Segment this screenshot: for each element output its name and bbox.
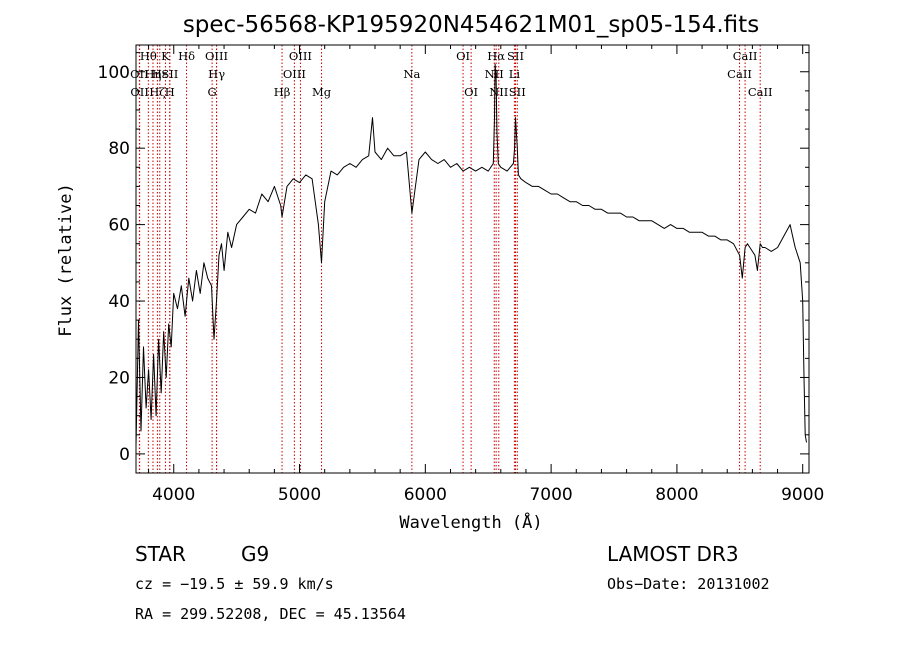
spectral-line-label: K — [161, 49, 170, 63]
y-tick-label: 80 — [108, 139, 130, 159]
y-tick-label: 40 — [108, 292, 130, 312]
y-tick-label: 0 — [119, 445, 130, 465]
spectral-line-label: OII — [130, 67, 149, 81]
spectral-line-label: Hε — [152, 67, 168, 81]
spectral-line-label: CaII — [727, 67, 752, 81]
spectral-line-label: OIII — [205, 49, 228, 63]
y-tick-label: 60 — [108, 216, 130, 236]
spectral-line-label: Hδ — [178, 49, 195, 63]
spectral-line-label: Hγ — [208, 67, 225, 81]
spectral-line-label: NII — [489, 85, 508, 99]
y-axis-label: Flux (relative) — [56, 183, 76, 337]
spectral-line-label: OIII — [283, 67, 306, 81]
plot-frame — [135, 44, 810, 474]
spectral-line-label: H — [165, 85, 175, 99]
spectral-line-label: Hβ — [274, 85, 291, 99]
x-tick-label: 5000 — [278, 485, 321, 505]
spectral-line-label: Hα — [487, 49, 505, 63]
spectral-line-label: Hθ — [140, 49, 157, 63]
x-tick-label: 7000 — [529, 485, 572, 505]
spectral-line-label: OIII — [289, 49, 312, 63]
spectral-line-label: Li — [509, 67, 521, 81]
spectral-line-label: SII — [161, 67, 178, 81]
object-subclass: G9 — [241, 542, 269, 566]
spectral-line-label: NII — [485, 67, 504, 81]
spectral-line-label: Na — [403, 67, 420, 81]
x-tick-label: 4000 — [152, 485, 195, 505]
x-tick-label: 6000 — [404, 485, 447, 505]
sky-coordinates: RA = 299.52208, DEC = 45.13564 — [135, 605, 406, 623]
spectral-line-label: SII — [509, 85, 526, 99]
observation-date: Obs−Date: 20131002 — [607, 575, 770, 593]
spectral-line-label: Hζ — [149, 85, 165, 99]
spectral-line-label: CaII — [733, 49, 758, 63]
survey-name: LAMOST DR3 — [607, 542, 739, 566]
x-tick-label: 9000 — [781, 485, 824, 505]
spectral-line-label: Hη — [145, 67, 162, 81]
spectral-line-label: OII — [130, 85, 149, 99]
y-tick-label: 20 — [108, 368, 130, 388]
chart-title: spec-56568-KP195920N454621M01_sp05-154.f… — [183, 12, 759, 38]
x-axis-label: Wavelength (Å) — [399, 511, 542, 533]
spectral-line-markers — [138, 45, 761, 473]
spectral-line-label: SII — [507, 49, 524, 63]
redshift-velocity: cz = −19.5 ± 59.9 km/s — [135, 575, 334, 593]
object-class: STAR — [135, 542, 186, 566]
spectrum-line — [135, 63, 807, 447]
y-axis-ticks: 0 20 40 60 80 100 — [98, 52, 809, 465]
spectral-line-label: OI — [456, 49, 470, 63]
spectral-line-label: Mg — [312, 85, 332, 99]
spectral-line-label: OI — [464, 85, 478, 99]
x-tick-label: 8000 — [655, 485, 698, 505]
spectral-line-label: CaII — [748, 85, 773, 99]
y-tick-label: 100 — [98, 63, 130, 83]
x-axis-ticks: 4000 5000 6000 7000 8000 9000 — [148, 45, 824, 505]
spectral-line-label: G — [208, 85, 217, 99]
